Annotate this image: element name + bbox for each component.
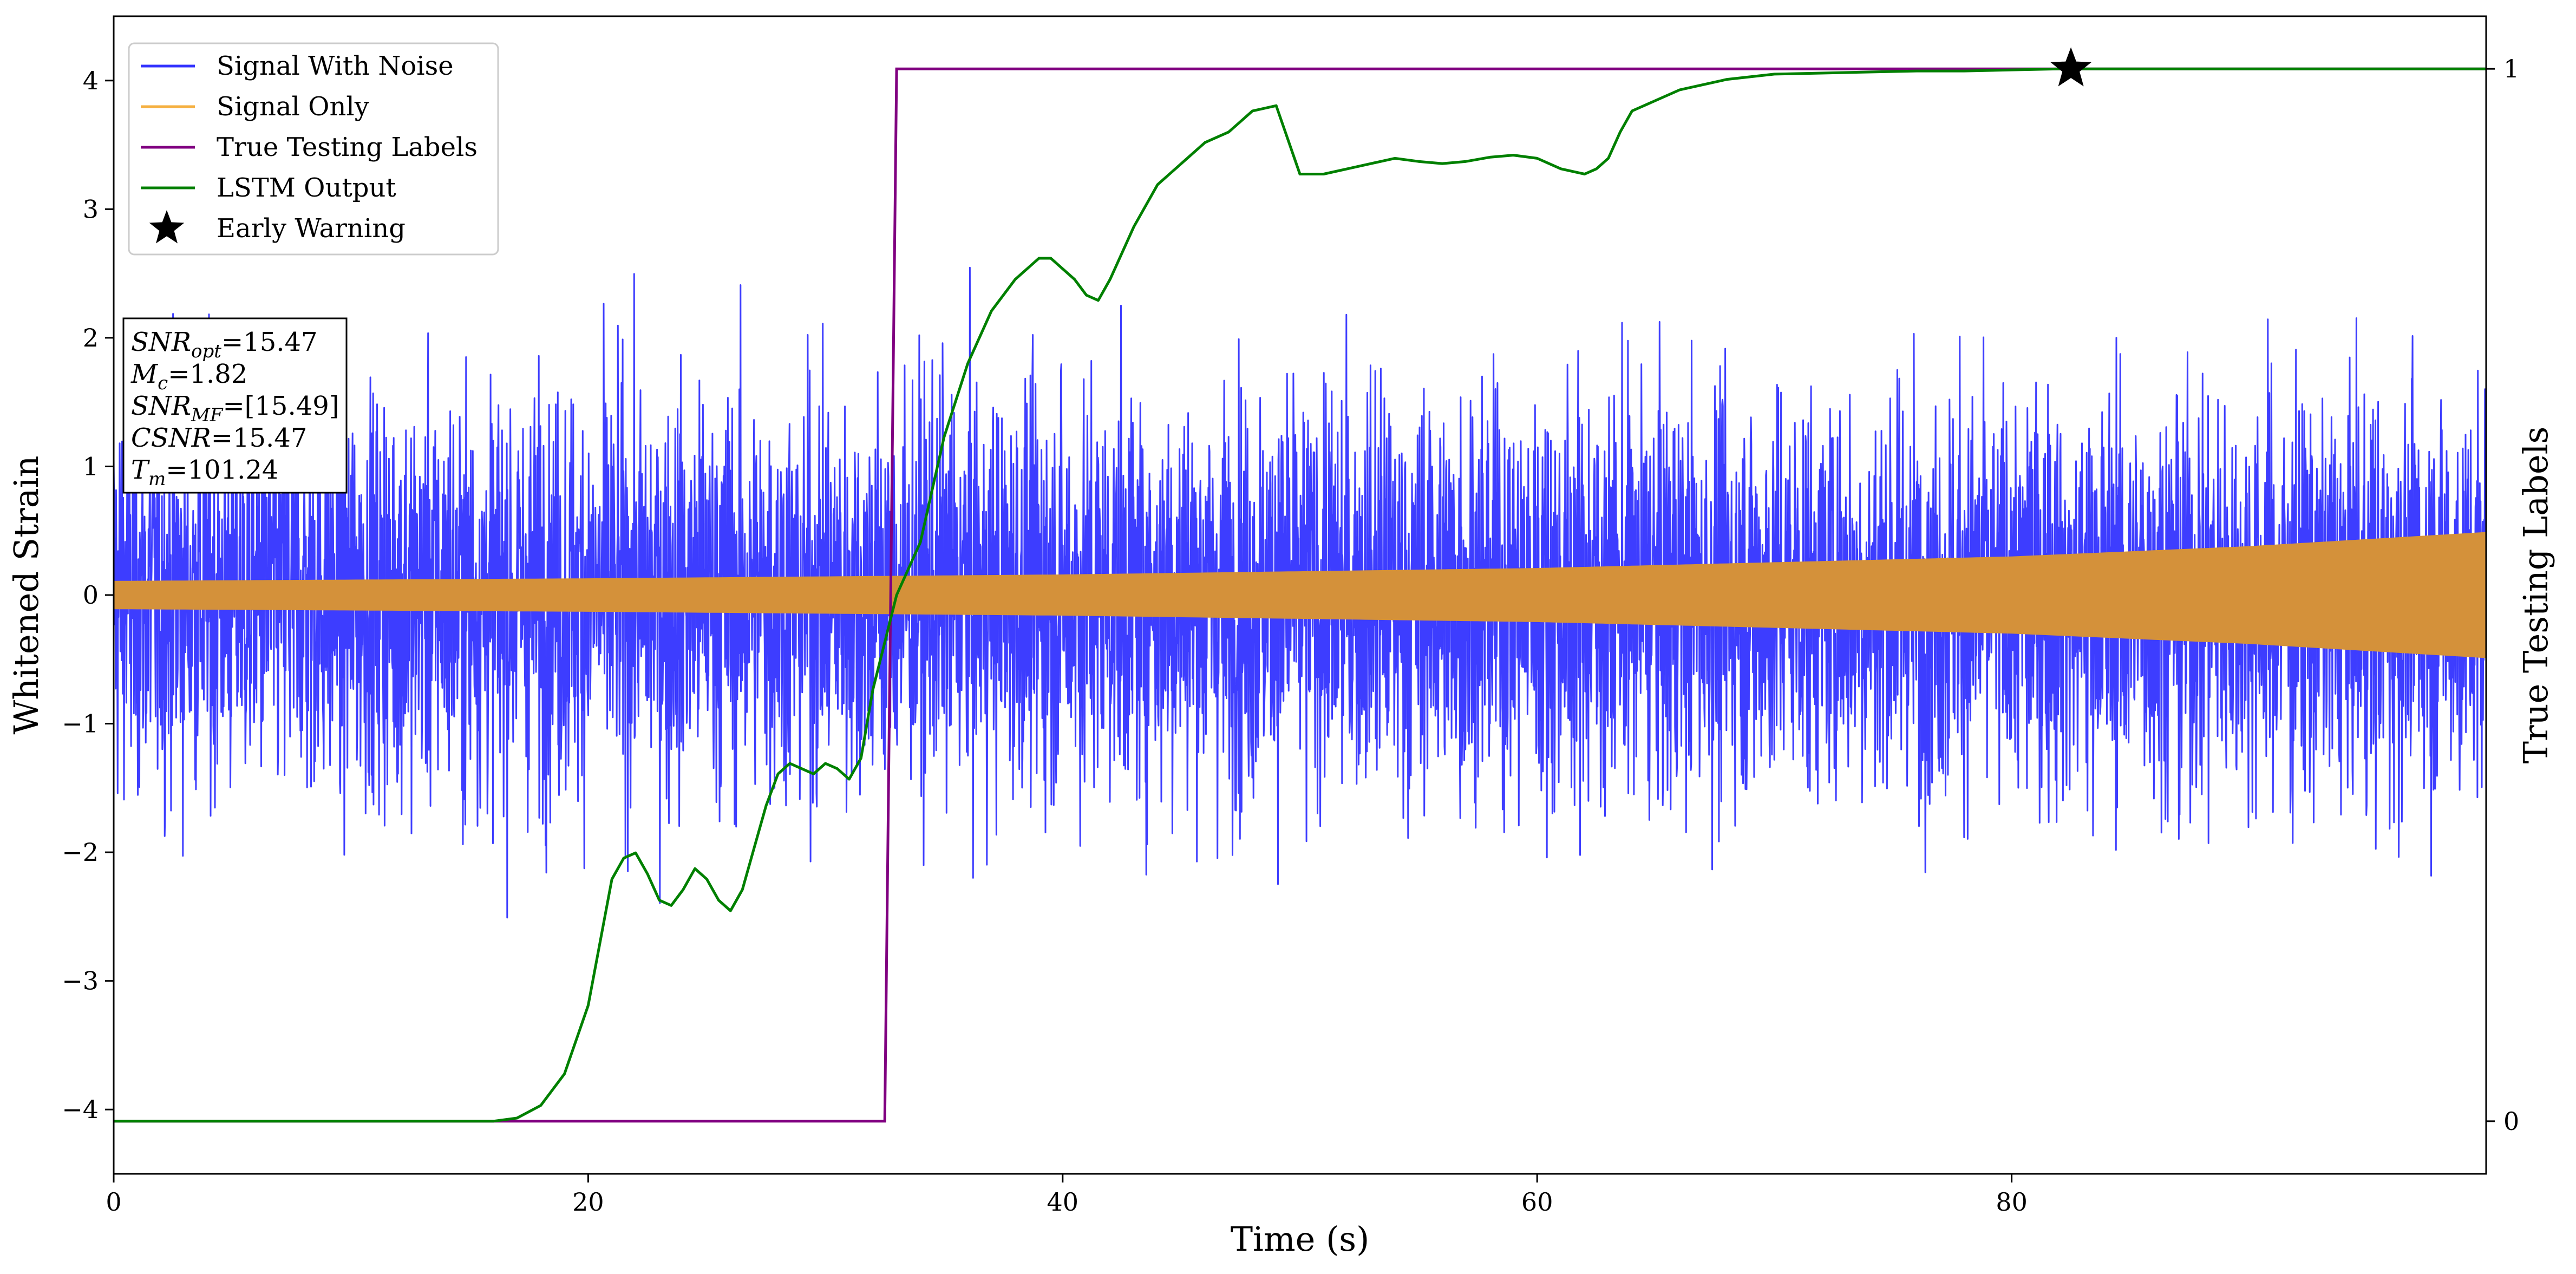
info-row: CSNR=15.47 bbox=[131, 423, 307, 453]
series-signal-only bbox=[114, 532, 2486, 658]
info-row: Tm=101.24 bbox=[131, 455, 278, 490]
y-tick-label: 3 bbox=[83, 194, 99, 224]
y-tick-label: −3 bbox=[62, 966, 99, 996]
y-tick-label: −2 bbox=[62, 838, 99, 867]
y-tick-label: 4 bbox=[83, 66, 99, 95]
info-row: SNRopt=15.47 bbox=[131, 327, 318, 362]
series-lstm-output bbox=[114, 67, 2486, 1123]
y-tick-label: −1 bbox=[62, 709, 99, 739]
y-tick-label: 1 bbox=[83, 452, 99, 481]
y2-axis-label: True Testing Labels bbox=[2516, 427, 2555, 764]
legend-entry: Signal With Noise bbox=[217, 51, 454, 81]
lstm-output-line bbox=[114, 67, 2486, 1123]
y-tick-label: 0 bbox=[83, 580, 99, 610]
y-tick-label: 2 bbox=[83, 323, 99, 352]
series-early-warning bbox=[2050, 47, 2092, 87]
x-axis-label: Time (s) bbox=[1231, 1219, 1370, 1259]
legend-entry: True Testing Labels bbox=[217, 132, 478, 162]
y-axis: −4 −3 −2 −1 0 1 2 3 4 bbox=[62, 66, 114, 1124]
info-box: SNRopt=15.47Mc=1.82SNRMF=[15.49]CSNR=15.… bbox=[122, 317, 348, 494]
legend-entry: Early Warning bbox=[217, 213, 406, 244]
x-tick-label: 80 bbox=[1996, 1187, 2028, 1217]
x-tick-label: 20 bbox=[572, 1187, 604, 1217]
x-tick-label: 0 bbox=[106, 1187, 121, 1217]
y2-tick-label: 0 bbox=[2503, 1107, 2519, 1136]
info-row: SNRMF=[15.49] bbox=[131, 391, 339, 426]
y-tick-label: −4 bbox=[62, 1095, 99, 1124]
legend-swatch bbox=[149, 210, 185, 244]
info-row: Mc=1.82 bbox=[130, 359, 247, 394]
legend-entry: Signal Only bbox=[217, 92, 369, 122]
y2-tick-label: 1 bbox=[2503, 54, 2519, 83]
early-warning-star bbox=[2050, 47, 2092, 87]
x-tick-label: 40 bbox=[1047, 1187, 1079, 1217]
signal-only-envelope bbox=[114, 532, 2486, 658]
y-axis-label: Whitened Strain bbox=[6, 456, 46, 735]
legend: Signal With Noise Signal Only True Testing… bbox=[128, 42, 499, 256]
y2-axis: 01 bbox=[2486, 54, 2519, 1136]
x-tick-label: 60 bbox=[1521, 1187, 1553, 1217]
legend-entry: LSTM Output bbox=[217, 173, 396, 203]
x-axis: 0 20 40 60 80 bbox=[106, 1174, 2028, 1217]
